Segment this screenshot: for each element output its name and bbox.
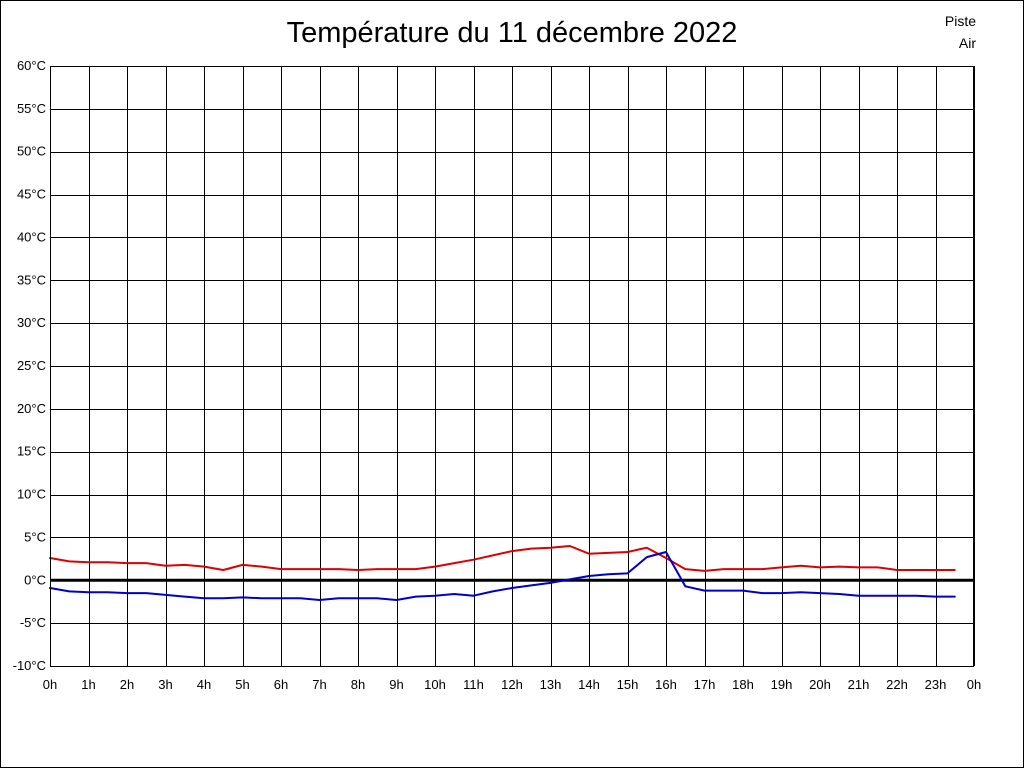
- series-line-air: [49, 551, 956, 601]
- x-tick-label: 2h: [120, 677, 134, 692]
- x-tick-label: 10h: [424, 677, 446, 692]
- x-tick-label: 18h: [732, 677, 754, 692]
- plot-border: [50, 66, 974, 667]
- y-tick-label: 25°C: [17, 358, 46, 373]
- chart-title: Température du 11 décembre 2022: [286, 17, 738, 49]
- y-tick-label: 5°C: [24, 529, 46, 544]
- x-tick-label: 13h: [540, 677, 562, 692]
- x-tick-label: 17h: [694, 677, 716, 692]
- series-layer: [49, 545, 956, 601]
- x-tick-label: 9h: [389, 677, 403, 692]
- x-tick-label: 1h: [81, 677, 95, 692]
- y-tick-label: -5°C: [20, 615, 46, 630]
- series-line-piste: [49, 545, 956, 572]
- y-tick-label: 10°C: [17, 487, 46, 502]
- x-tick-label: 22h: [886, 677, 908, 692]
- x-tick-label: 20h: [809, 677, 831, 692]
- x-tick-label: 19h: [771, 677, 793, 692]
- y-tick-label: 35°C: [17, 272, 46, 287]
- y-tick-label: 55°C: [17, 101, 46, 116]
- x-tick-label: 6h: [274, 677, 288, 692]
- x-tick-label: 3h: [158, 677, 172, 692]
- legend-air: Air: [958, 35, 976, 51]
- x-tick-label: 23h: [925, 677, 947, 692]
- y-tick-label: 40°C: [17, 229, 46, 244]
- y-tick-label: 15°C: [17, 444, 46, 459]
- x-tick-label: 12h: [501, 677, 523, 692]
- x-tick-label: 14h: [578, 677, 600, 692]
- y-axis-tick-labels: -10°C -5°C 0°C 5°C 10°C 15°C 20°C 25°C 30°C 35°C 4…: [13, 58, 46, 673]
- x-tick-label: 0h: [43, 677, 57, 692]
- x-tick-label: 21h: [848, 677, 870, 692]
- x-tick-label: 16h: [655, 677, 677, 692]
- x-tick-label: 8h: [351, 677, 365, 692]
- y-tick-label: -10°C: [13, 658, 46, 673]
- x-tick-label: 15h: [617, 677, 639, 692]
- y-tick-label: 0°C: [24, 572, 46, 587]
- y-tick-label: 50°C: [17, 144, 46, 159]
- x-axis-tick-labels: 0h 1h 2h 3h 4h 5h 6h 7h 8h 9h 10h 11h 12h 13h 14h 15h 16…: [43, 677, 981, 692]
- x-tick-label: 5h: [235, 677, 249, 692]
- y-tick-label: 20°C: [17, 401, 46, 416]
- grid: [50, 66, 975, 667]
- x-tick-label: 4h: [197, 677, 211, 692]
- x-tick-label: 11h: [463, 677, 484, 692]
- plot-border-layer: [50, 66, 974, 667]
- y-tick-label: 45°C: [17, 187, 46, 202]
- x-tick-label: 0h: [967, 677, 981, 692]
- y-tick-label: 60°C: [17, 58, 46, 73]
- x-tick-label: 7h: [312, 677, 326, 692]
- y-tick-label: 30°C: [17, 315, 46, 330]
- legend-piste: Piste: [944, 13, 976, 29]
